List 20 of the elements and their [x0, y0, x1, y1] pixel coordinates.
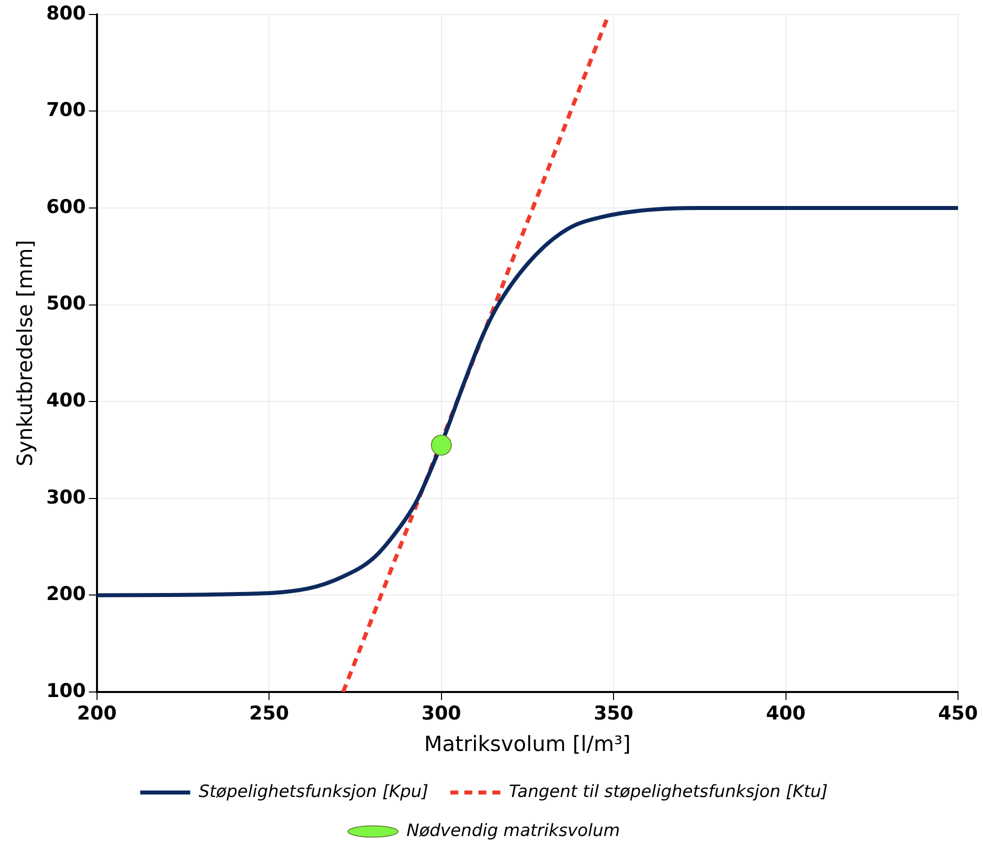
- y-tick-label: 400: [46, 390, 86, 412]
- y-axis-title: Synkutbredelse [mm]: [13, 240, 38, 466]
- y-tick-label: 800: [46, 2, 86, 24]
- x-tick-label: 250: [249, 702, 289, 724]
- y-tick-label: 600: [46, 196, 86, 218]
- x-axis-title: Matriksvolum [l/m³]: [424, 732, 631, 756]
- y-tick-label: 500: [46, 292, 86, 315]
- x-tick-label: 450: [938, 702, 978, 724]
- y-tick-label: 300: [46, 486, 86, 508]
- legend-label: Støpelighetsfunksjon [Kpu]: [198, 782, 428, 802]
- x-tick-label: 400: [766, 702, 806, 724]
- y-tick-label: 200: [46, 583, 86, 606]
- x-tick-label: 200: [77, 702, 117, 724]
- x-tick-label: 350: [594, 702, 634, 724]
- legend-label: Tangent til støpelighetsfunksjon [Ktu]: [508, 782, 828, 802]
- legend-label: Nødvendig matriksvolum: [406, 820, 620, 841]
- y-tick-label: 700: [46, 99, 86, 122]
- line-series: [96, 206, 958, 598]
- y-tick-label: 100: [46, 680, 86, 702]
- x-tick-label: 300: [421, 702, 462, 724]
